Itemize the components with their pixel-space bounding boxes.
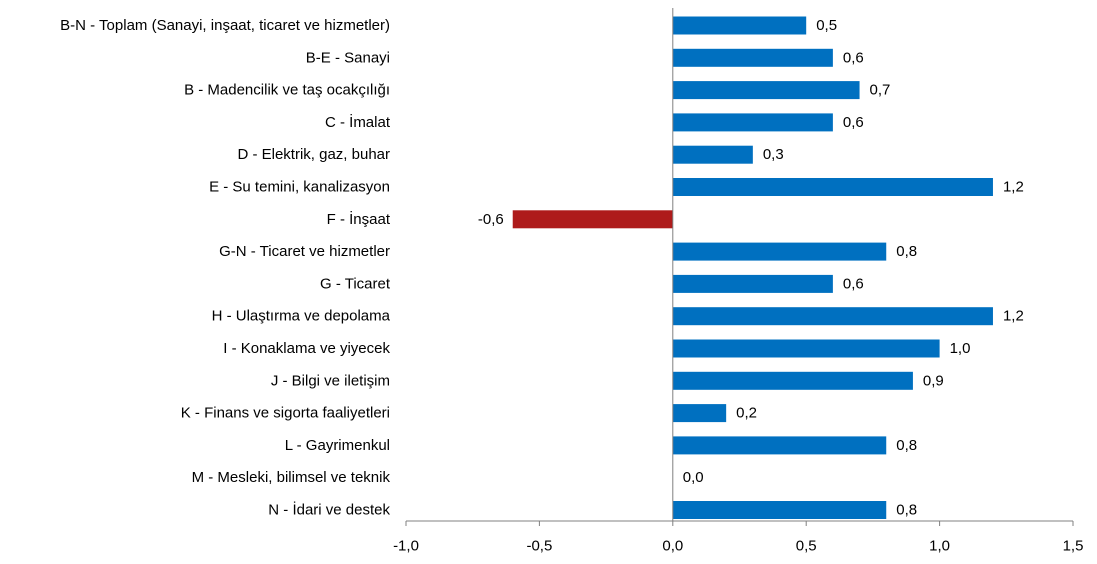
bar bbox=[672, 48, 833, 67]
x-tick-label: -0,5 bbox=[526, 538, 552, 555]
data-label: 0,8 bbox=[896, 437, 917, 454]
category-label: E - Su temini, kanalizasyon bbox=[209, 179, 390, 196]
bar bbox=[672, 501, 887, 519]
category-label: B-N - Toplam (Sanayi, inşaat, ticaret ve… bbox=[60, 17, 390, 34]
bar bbox=[672, 339, 940, 358]
data-label: 0,5 bbox=[816, 17, 837, 34]
category-label: G - Ticaret bbox=[320, 275, 391, 292]
bar bbox=[672, 307, 993, 326]
bar bbox=[672, 113, 833, 132]
category-label: L - Gayrimenkul bbox=[285, 437, 390, 454]
bar bbox=[672, 145, 753, 164]
bar bbox=[672, 274, 833, 293]
data-label: 0,0 bbox=[683, 469, 704, 486]
data-label: 0,8 bbox=[896, 502, 917, 519]
axis-layer bbox=[405, 8, 1074, 526]
data-label: 0,2 bbox=[736, 405, 757, 422]
x-tick-label: 1,5 bbox=[1063, 538, 1084, 555]
bar bbox=[672, 242, 887, 261]
bar bbox=[672, 404, 727, 423]
data-label: 0,6 bbox=[843, 49, 864, 66]
x-tick-label: 1,0 bbox=[929, 538, 950, 555]
bar bbox=[672, 16, 807, 35]
labels-layer: B-N - Toplam (Sanayi, inşaat, ticaret ve… bbox=[60, 17, 1083, 555]
bar bbox=[672, 81, 860, 100]
data-label: 0,8 bbox=[896, 243, 917, 260]
category-label: B - Madencilik ve taş ocakçılığı bbox=[184, 82, 390, 99]
data-label: 1,2 bbox=[1003, 308, 1024, 325]
category-label: K - Finans ve sigorta faaliyetleri bbox=[181, 405, 390, 422]
data-label: 0,9 bbox=[923, 372, 944, 389]
x-tick-label: 0,5 bbox=[796, 538, 817, 555]
bar bbox=[512, 210, 673, 229]
category-label: F - İnşaat bbox=[327, 210, 391, 228]
data-label: 1,2 bbox=[1003, 179, 1024, 196]
category-label: G-N - Ticaret ve hizmetler bbox=[219, 243, 390, 260]
data-label: -0,6 bbox=[478, 211, 504, 228]
x-tick-label: -1,0 bbox=[393, 538, 419, 555]
category-label: D - Elektrik, gaz, buhar bbox=[237, 146, 390, 163]
category-label: J - Bilgi ve iletişim bbox=[271, 372, 390, 389]
bar bbox=[672, 371, 913, 390]
category-label: C - İmalat bbox=[325, 113, 391, 131]
category-label: B-E - Sanayi bbox=[306, 49, 390, 66]
data-label: 0,6 bbox=[843, 275, 864, 292]
category-label: N - İdari ve destek bbox=[268, 501, 390, 519]
bar bbox=[672, 436, 887, 455]
data-label: 0,3 bbox=[763, 146, 784, 163]
bars-layer bbox=[512, 16, 993, 519]
category-label: M - Mesleki, bilimsel ve teknik bbox=[192, 469, 391, 486]
bar bbox=[672, 178, 993, 196]
data-label: 0,7 bbox=[870, 82, 891, 99]
category-label: H - Ulaştırma ve depolama bbox=[212, 308, 391, 325]
x-tick-label: 0,0 bbox=[662, 538, 683, 555]
data-label: 0,6 bbox=[843, 114, 864, 131]
category-label: I - Konaklama ve yiyecek bbox=[223, 340, 390, 357]
data-label: 1,0 bbox=[950, 340, 971, 357]
